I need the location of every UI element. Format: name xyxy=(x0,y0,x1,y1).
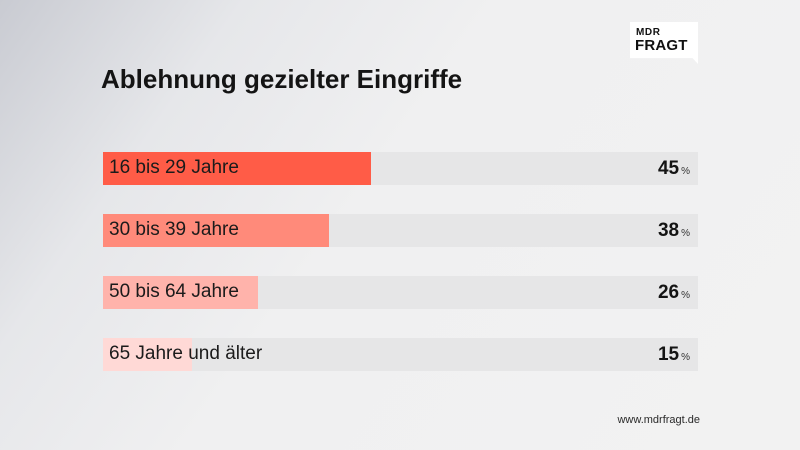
bar xyxy=(103,214,330,247)
bar-category-label: 50 bis 64 Jahre xyxy=(109,281,239,302)
bar-value-label: 38% xyxy=(658,221,690,240)
bar xyxy=(103,338,193,371)
bar-value-unit: % xyxy=(681,166,690,177)
bar-value-unit: % xyxy=(681,290,690,301)
bar xyxy=(103,276,258,309)
bar-row: 16 bis 29 Jahre 45% xyxy=(103,152,698,185)
bar-chart: 16 bis 29 Jahre 45% 30 bis 39 Jahre 38% 50 b… xyxy=(103,152,698,374)
logo-top-text: MDR xyxy=(636,27,661,38)
bar-value-label: 45% xyxy=(658,159,690,178)
bar-value-number: 45 xyxy=(657,158,680,179)
bar-row: 50 bis 64 Jahre 26% xyxy=(103,276,698,309)
bar-category-label: 30 bis 39 Jahre xyxy=(109,219,239,240)
bar-value-unit: % xyxy=(681,352,690,363)
bar xyxy=(103,152,371,185)
bar-category-label: 16 bis 29 Jahre xyxy=(109,157,239,178)
bar-value-label: 15% xyxy=(658,345,690,364)
bar-row: 30 bis 39 Jahre 38% xyxy=(103,214,698,247)
bar-row: 65 Jahre und älter 15% xyxy=(103,338,698,371)
bar-category-label: 65 Jahre und älter xyxy=(109,343,263,364)
mdr-fragt-logo: MDR FRAGT xyxy=(630,22,698,64)
bar-value-number: 26 xyxy=(657,282,680,303)
source-url: www.mdrfragt.de xyxy=(617,414,700,426)
bar-value-label: 26% xyxy=(658,283,690,302)
chart-title: Ablehnung gezielter Eingriffe xyxy=(101,64,463,94)
bar-value-number: 15 xyxy=(657,344,680,365)
logo-bottom-text: FRAGT xyxy=(635,37,688,54)
bar-value-unit: % xyxy=(681,228,690,239)
bar-value-number: 38 xyxy=(657,220,680,241)
